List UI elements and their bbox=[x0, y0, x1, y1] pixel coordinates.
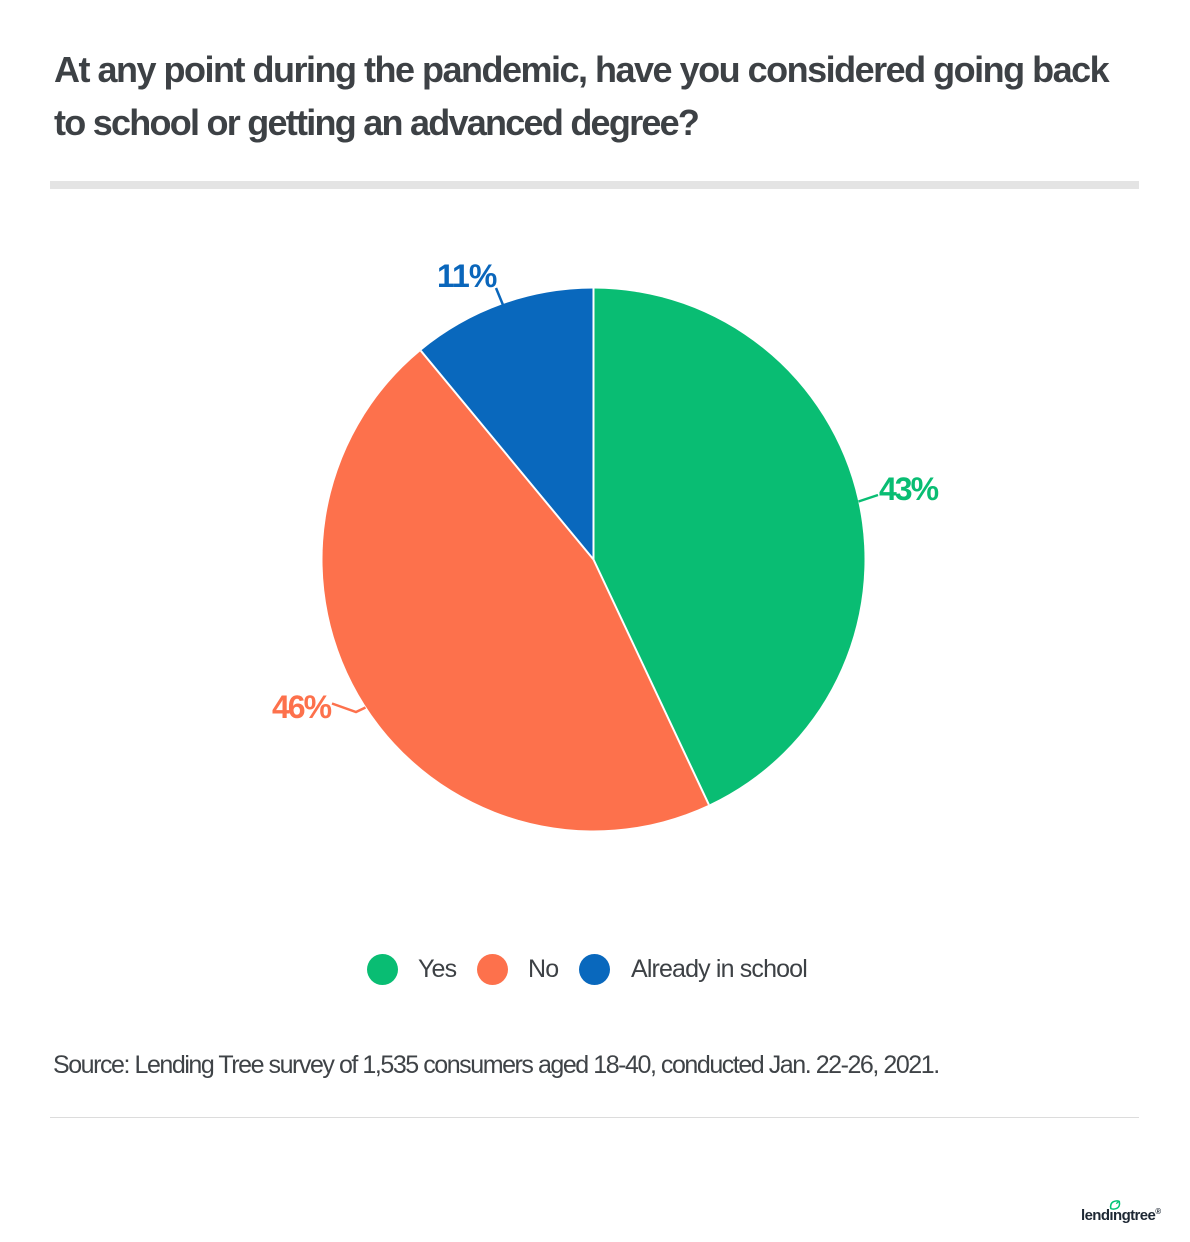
svg-text:46%: 46% bbox=[272, 689, 332, 725]
svg-text:43%: 43% bbox=[879, 471, 939, 507]
svg-text:11%: 11% bbox=[437, 258, 497, 294]
